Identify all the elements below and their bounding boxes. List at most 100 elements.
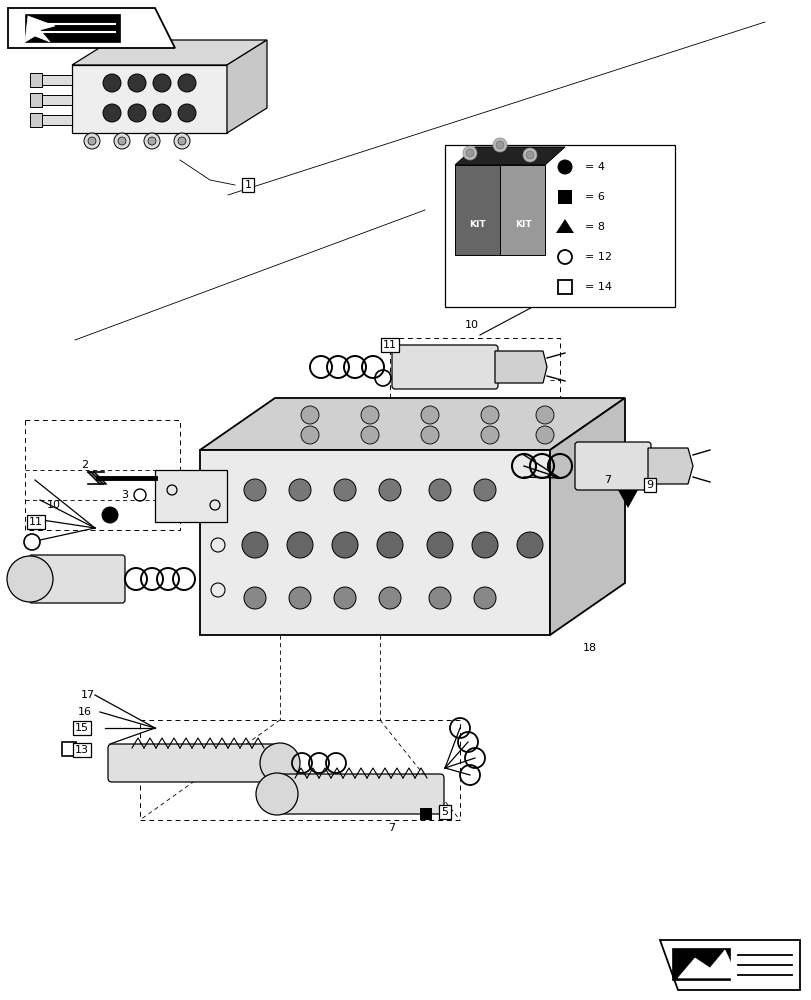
Polygon shape <box>500 165 544 255</box>
Circle shape <box>152 104 171 122</box>
Circle shape <box>420 406 439 424</box>
Bar <box>40 95 72 105</box>
Circle shape <box>517 532 543 558</box>
Text: 7: 7 <box>388 823 395 833</box>
Circle shape <box>379 479 401 501</box>
Text: 15: 15 <box>75 723 89 733</box>
Polygon shape <box>454 147 564 165</box>
Circle shape <box>128 74 146 92</box>
Bar <box>444 145 674 307</box>
Circle shape <box>178 137 186 145</box>
Circle shape <box>144 133 160 149</box>
Text: 17: 17 <box>81 690 95 700</box>
Circle shape <box>178 74 195 92</box>
Circle shape <box>428 587 450 609</box>
Circle shape <box>428 479 450 501</box>
Bar <box>30 73 42 87</box>
Text: KIT: KIT <box>514 220 530 229</box>
Polygon shape <box>200 398 624 450</box>
Circle shape <box>361 426 379 444</box>
Bar <box>419 808 431 820</box>
Circle shape <box>480 426 499 444</box>
Circle shape <box>474 479 496 501</box>
FancyBboxPatch shape <box>574 442 650 490</box>
Circle shape <box>114 133 130 149</box>
Text: 13: 13 <box>75 745 89 755</box>
Polygon shape <box>556 219 573 233</box>
Circle shape <box>361 406 379 424</box>
Text: = 14: = 14 <box>584 282 611 292</box>
Circle shape <box>535 406 553 424</box>
Polygon shape <box>25 14 120 42</box>
FancyBboxPatch shape <box>108 744 276 782</box>
Circle shape <box>174 133 190 149</box>
Circle shape <box>522 148 536 162</box>
Circle shape <box>471 532 497 558</box>
Polygon shape <box>200 450 549 635</box>
Text: 3: 3 <box>122 490 128 500</box>
Text: KIT: KIT <box>468 220 485 229</box>
Polygon shape <box>677 950 737 978</box>
Text: 2: 2 <box>81 460 88 470</box>
Circle shape <box>376 532 402 558</box>
Text: 10: 10 <box>47 500 61 510</box>
Circle shape <box>243 587 266 609</box>
Text: = 12: = 12 <box>584 252 611 262</box>
Bar <box>30 113 42 127</box>
FancyBboxPatch shape <box>392 345 497 389</box>
Circle shape <box>255 773 298 815</box>
Polygon shape <box>549 398 624 635</box>
Circle shape <box>286 532 312 558</box>
Circle shape <box>480 406 499 424</box>
Circle shape <box>492 138 506 152</box>
Circle shape <box>466 149 474 157</box>
Polygon shape <box>25 16 55 42</box>
Polygon shape <box>8 8 175 48</box>
Polygon shape <box>647 448 692 484</box>
Circle shape <box>379 587 401 609</box>
FancyBboxPatch shape <box>29 555 125 603</box>
Bar <box>557 280 571 294</box>
Polygon shape <box>672 948 729 980</box>
Circle shape <box>103 74 121 92</box>
Circle shape <box>260 743 299 783</box>
Text: = 4: = 4 <box>584 162 604 172</box>
Circle shape <box>7 556 53 602</box>
Circle shape <box>535 426 553 444</box>
Circle shape <box>243 479 266 501</box>
Text: 18: 18 <box>582 643 596 653</box>
Circle shape <box>148 137 156 145</box>
Polygon shape <box>659 940 799 990</box>
Circle shape <box>420 426 439 444</box>
Polygon shape <box>617 490 637 508</box>
Circle shape <box>103 104 121 122</box>
Circle shape <box>332 532 358 558</box>
Circle shape <box>301 426 319 444</box>
Text: = 8: = 8 <box>584 222 604 232</box>
Text: 9: 9 <box>646 480 653 490</box>
Bar <box>62 742 76 756</box>
Text: 16: 16 <box>78 707 92 717</box>
Circle shape <box>333 587 355 609</box>
Bar <box>40 115 72 125</box>
Polygon shape <box>454 165 500 255</box>
Circle shape <box>118 137 126 145</box>
Circle shape <box>102 507 118 523</box>
Bar <box>40 75 72 85</box>
Circle shape <box>242 532 268 558</box>
Text: 5: 5 <box>441 807 448 817</box>
Circle shape <box>333 479 355 501</box>
Circle shape <box>557 160 571 174</box>
Circle shape <box>152 74 171 92</box>
Polygon shape <box>72 65 227 133</box>
Text: 7: 7 <box>603 475 611 485</box>
Circle shape <box>88 137 96 145</box>
Polygon shape <box>227 40 267 133</box>
Bar <box>30 93 42 107</box>
Circle shape <box>301 406 319 424</box>
Polygon shape <box>72 40 267 65</box>
Text: 10: 10 <box>465 320 478 330</box>
Text: 1: 1 <box>244 180 251 190</box>
Circle shape <box>427 532 453 558</box>
Text: 11: 11 <box>383 340 397 350</box>
